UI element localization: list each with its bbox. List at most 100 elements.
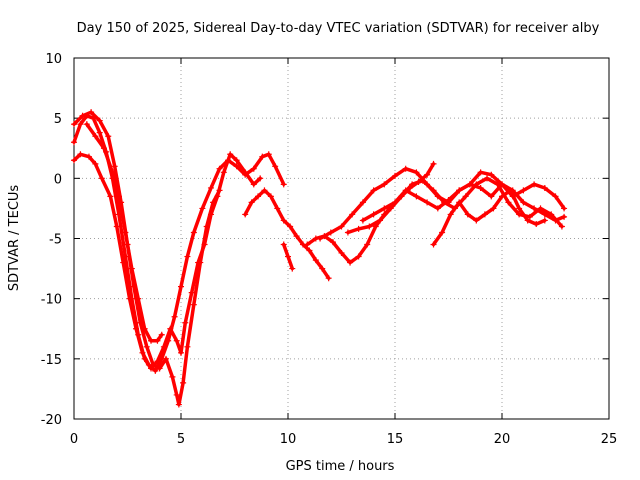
grid-layer bbox=[74, 58, 609, 419]
data-point bbox=[392, 172, 398, 179]
data-point bbox=[83, 121, 90, 128]
data-point bbox=[488, 193, 495, 200]
x-axis-label: GPS time / hours bbox=[286, 459, 395, 474]
data-point bbox=[531, 181, 538, 188]
data-point bbox=[456, 187, 463, 194]
data-point bbox=[359, 199, 366, 206]
y-axis-label: SDTVAR / TECUs bbox=[7, 185, 22, 292]
data-point bbox=[272, 163, 279, 170]
data-point bbox=[370, 211, 377, 218]
data-point bbox=[531, 205, 538, 212]
data-point bbox=[267, 193, 274, 200]
data-point bbox=[92, 160, 99, 167]
data-point bbox=[233, 157, 240, 164]
data-point bbox=[445, 196, 452, 203]
data-point bbox=[377, 217, 384, 224]
data-point bbox=[154, 337, 161, 344]
data-point bbox=[537, 205, 544, 212]
data-point bbox=[344, 229, 351, 236]
data-point bbox=[190, 301, 197, 308]
data-point bbox=[71, 139, 77, 146]
x-tick-label: 10 bbox=[280, 432, 297, 447]
data-point bbox=[280, 241, 287, 248]
data-point bbox=[430, 187, 437, 194]
data-point bbox=[329, 239, 336, 246]
data-point bbox=[477, 169, 484, 176]
data-point bbox=[338, 223, 345, 230]
data-point bbox=[325, 275, 332, 282]
data-point bbox=[96, 117, 103, 124]
data-point bbox=[392, 199, 398, 206]
data-point bbox=[413, 169, 420, 176]
data-point bbox=[156, 365, 163, 372]
data-point bbox=[402, 187, 409, 194]
data-point bbox=[216, 187, 223, 194]
data-point bbox=[261, 187, 268, 194]
data-point bbox=[141, 355, 148, 362]
data-point bbox=[178, 349, 184, 356]
data-point bbox=[319, 265, 326, 272]
data-point bbox=[197, 259, 204, 266]
data-point bbox=[250, 165, 257, 172]
data-point bbox=[113, 223, 120, 230]
data-point bbox=[207, 184, 214, 191]
data-point bbox=[259, 153, 266, 160]
data-point bbox=[439, 229, 446, 236]
data-point bbox=[163, 355, 170, 362]
data-point bbox=[306, 247, 313, 254]
data-point bbox=[280, 181, 287, 188]
data-point bbox=[447, 211, 454, 218]
y-tick-label: -10 bbox=[41, 293, 62, 308]
data-point bbox=[184, 253, 191, 260]
data-point bbox=[347, 259, 354, 266]
data-point bbox=[71, 121, 77, 128]
data-point bbox=[128, 295, 135, 302]
data-point bbox=[359, 217, 366, 224]
data-point bbox=[173, 391, 180, 398]
data-point bbox=[180, 379, 187, 386]
data-point bbox=[92, 133, 99, 140]
data-point bbox=[484, 175, 491, 182]
data-point bbox=[182, 319, 189, 326]
x-tick-label: 25 bbox=[601, 432, 618, 447]
data-point bbox=[122, 253, 129, 260]
data-point bbox=[338, 249, 345, 256]
data-point bbox=[533, 221, 540, 228]
data-point bbox=[499, 181, 505, 188]
data-point bbox=[250, 181, 257, 188]
data-point bbox=[203, 223, 210, 230]
data-point bbox=[227, 151, 234, 158]
data-point bbox=[552, 193, 559, 200]
data-point bbox=[88, 109, 95, 116]
data-point bbox=[143, 343, 150, 350]
data-point bbox=[430, 241, 437, 248]
data-point bbox=[220, 169, 227, 176]
data-point bbox=[248, 199, 255, 206]
data-point bbox=[184, 343, 191, 350]
data-point bbox=[355, 225, 362, 232]
data-point bbox=[409, 181, 416, 188]
series-trace-c bbox=[72, 110, 222, 407]
data-point bbox=[154, 358, 161, 365]
data-point bbox=[71, 157, 77, 164]
data-point bbox=[477, 184, 484, 191]
data-point bbox=[141, 325, 148, 332]
series-trace-e bbox=[243, 188, 331, 280]
data-point bbox=[148, 337, 155, 344]
series-trace-k bbox=[431, 188, 547, 247]
data-point bbox=[98, 175, 105, 182]
data-point bbox=[561, 205, 568, 212]
data-point bbox=[464, 211, 471, 218]
data-point bbox=[265, 151, 272, 158]
data-point bbox=[171, 313, 178, 320]
data-point bbox=[381, 205, 388, 212]
data-point bbox=[135, 295, 142, 302]
data-point bbox=[327, 229, 334, 236]
data-point bbox=[541, 217, 548, 224]
data-point bbox=[520, 187, 527, 194]
data-point bbox=[541, 184, 548, 191]
data-point bbox=[109, 169, 116, 176]
data-point bbox=[107, 193, 114, 200]
data-point bbox=[381, 181, 388, 188]
y-tick-label: -15 bbox=[41, 353, 62, 368]
